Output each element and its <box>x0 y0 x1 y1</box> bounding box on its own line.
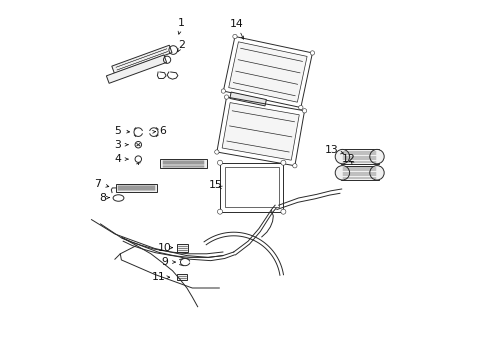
Text: 8: 8 <box>99 193 105 203</box>
Circle shape <box>292 163 296 168</box>
Text: 5: 5 <box>114 126 121 136</box>
Text: 1: 1 <box>178 18 184 28</box>
Text: 14: 14 <box>229 19 243 29</box>
Polygon shape <box>177 244 187 252</box>
Polygon shape <box>177 274 187 280</box>
Circle shape <box>335 166 349 180</box>
Polygon shape <box>222 103 299 160</box>
Text: 15: 15 <box>208 180 222 190</box>
Polygon shape <box>160 159 206 168</box>
Circle shape <box>369 149 384 164</box>
Circle shape <box>310 51 314 55</box>
Polygon shape <box>229 92 266 106</box>
Polygon shape <box>116 184 157 192</box>
Polygon shape <box>228 42 306 102</box>
Text: 2: 2 <box>178 40 184 50</box>
Polygon shape <box>340 149 378 164</box>
Circle shape <box>224 95 228 99</box>
Text: 11: 11 <box>152 272 165 282</box>
Circle shape <box>214 150 219 154</box>
Circle shape <box>232 34 237 39</box>
Circle shape <box>217 209 222 214</box>
Text: 9: 9 <box>161 257 168 267</box>
Text: 10: 10 <box>157 243 171 253</box>
Circle shape <box>221 89 225 93</box>
Polygon shape <box>340 166 378 180</box>
Text: 4: 4 <box>114 154 121 164</box>
Text: 12: 12 <box>341 154 355 165</box>
Polygon shape <box>224 167 278 207</box>
Circle shape <box>280 160 285 165</box>
Polygon shape <box>112 45 172 73</box>
Text: 13: 13 <box>325 145 338 156</box>
Circle shape <box>369 166 384 180</box>
Circle shape <box>217 160 222 165</box>
Text: 6: 6 <box>159 126 165 136</box>
Circle shape <box>302 109 306 113</box>
Text: 3: 3 <box>114 140 121 150</box>
Polygon shape <box>106 55 166 83</box>
Circle shape <box>298 105 303 110</box>
Text: 7: 7 <box>94 179 101 189</box>
Circle shape <box>280 209 285 214</box>
Circle shape <box>335 149 349 164</box>
